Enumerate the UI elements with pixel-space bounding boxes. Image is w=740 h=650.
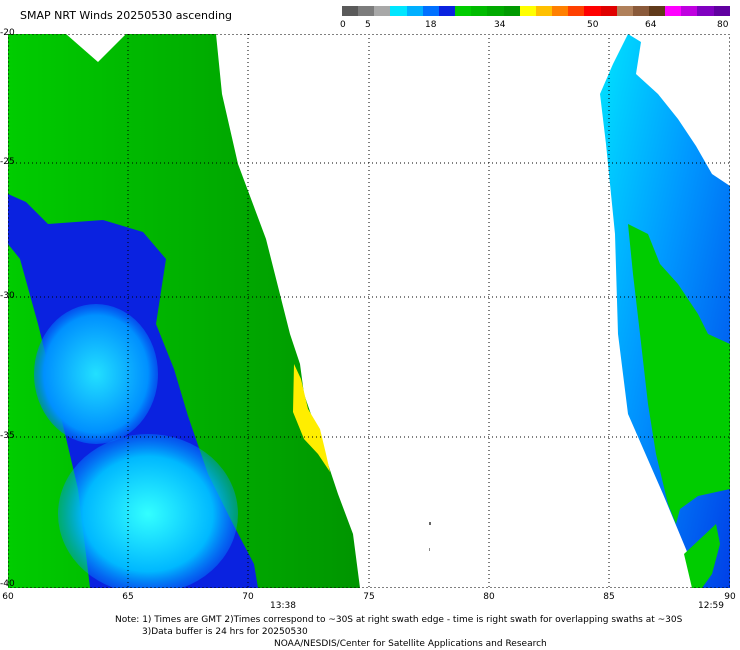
- colorbar-segment: [568, 6, 585, 16]
- x-tick-65: 65: [122, 592, 134, 602]
- colorbar-label-80: 80: [717, 20, 729, 30]
- colorbar-label-50: 50: [587, 20, 599, 30]
- x-tick-90: 90: [724, 592, 736, 602]
- colorbar-label-18: 18: [425, 20, 437, 30]
- colorbar-segment: [390, 6, 407, 16]
- y-tick-20: -20: [0, 28, 15, 38]
- colorbar-segment: [713, 6, 730, 16]
- x-tick-60: 60: [2, 592, 14, 602]
- colorbar-segment: [471, 6, 488, 16]
- wind-map[interactable]: [8, 34, 730, 588]
- left-swath-yellow-patch: [293, 364, 330, 472]
- colorbar-segment: [455, 6, 472, 16]
- colorbar-segment: [552, 6, 569, 16]
- left-swath-green-top-notch: [66, 34, 126, 62]
- colorbar-segment: [342, 6, 359, 16]
- colorbar-segment: [665, 6, 682, 16]
- note-line-2: 3)Data buffer is 24 hrs for 20250530: [142, 627, 308, 637]
- colorbar-label-0: 0: [340, 20, 346, 30]
- colorbar-label-64: 64: [645, 20, 657, 30]
- credit-line: NOAA/NESDIS/Center for Satellite Applica…: [274, 639, 547, 649]
- colorbar-segment: [487, 6, 504, 16]
- y-tick-25: -25: [0, 157, 15, 167]
- y-tick-40: -40: [0, 579, 15, 589]
- left-swath-light-blue-mid: [34, 304, 158, 444]
- x-tick-75: 75: [363, 592, 375, 602]
- data-dot-1: [429, 522, 431, 525]
- colorbar-label-34: 34: [494, 20, 506, 30]
- colorbar-segment: [697, 6, 714, 16]
- colorbar-segment: [406, 6, 423, 16]
- y-tick-30: -30: [0, 291, 15, 301]
- colorbar-label-5: 5: [365, 20, 371, 30]
- map-grid: [8, 34, 730, 588]
- colorbar-segment: [374, 6, 391, 16]
- colorbar-segment: [681, 6, 698, 16]
- left-swath-light-blue-lower: [58, 434, 238, 588]
- right-swath-green: [628, 224, 730, 524]
- colorbar-segment: [535, 6, 553, 16]
- right-swath-green-lower: [684, 524, 720, 588]
- colorbar-segment: [519, 6, 536, 16]
- x-tick-70: 70: [242, 592, 254, 602]
- wind-map-svg: [8, 34, 730, 588]
- colorbar-segment: [584, 6, 601, 16]
- x-tick-80: 80: [483, 592, 495, 602]
- y-tick-35: -35: [0, 431, 15, 441]
- colorbar-segment: [632, 6, 649, 16]
- colorbar-segment: [616, 6, 633, 16]
- wind-speed-colorbar: [342, 6, 730, 16]
- note-line-1: Note: 1) Times are GMT 2)Times correspon…: [115, 615, 683, 625]
- colorbar-segment: [358, 6, 375, 16]
- colorbar-segment: [600, 6, 617, 16]
- colorbar-segment: [422, 6, 439, 16]
- colorbar-segment: [503, 6, 520, 16]
- swath-time-left: 13:38: [270, 601, 296, 611]
- colorbar-segment: [648, 6, 666, 16]
- x-tick-85: 85: [603, 592, 615, 602]
- map-border: [8, 34, 730, 588]
- swath-time-right: 12:59: [698, 601, 724, 611]
- colorbar-segment: [438, 6, 456, 16]
- data-dot-2: [429, 548, 430, 551]
- map-title: SMAP NRT Winds 20250530 ascending: [20, 9, 233, 22]
